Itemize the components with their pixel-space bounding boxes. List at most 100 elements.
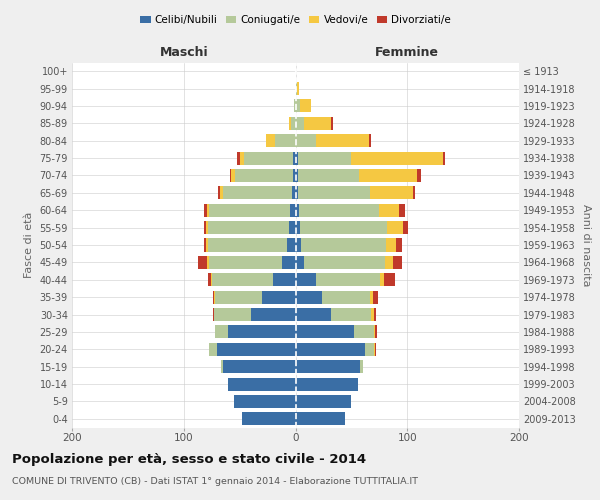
- Bar: [221, 360, 223, 373]
- Bar: [296, 186, 298, 200]
- Bar: [304, 117, 331, 130]
- Bar: [296, 412, 344, 426]
- Bar: [296, 343, 365, 356]
- Bar: [373, 290, 378, 304]
- Bar: [296, 395, 352, 408]
- Bar: [374, 343, 375, 356]
- Bar: [443, 152, 445, 164]
- Bar: [215, 326, 229, 338]
- Bar: [208, 221, 289, 234]
- Bar: [238, 152, 239, 164]
- Bar: [289, 221, 296, 234]
- Bar: [353, 326, 374, 338]
- Bar: [251, 308, 296, 321]
- Bar: [375, 326, 377, 338]
- Bar: [207, 204, 209, 217]
- Bar: [387, 221, 403, 234]
- Bar: [206, 221, 208, 234]
- Bar: [275, 134, 296, 147]
- Bar: [400, 204, 405, 217]
- Bar: [418, 169, 421, 182]
- Text: COMUNE DI TRIVENTO (CB) - Dati ISTAT 1° gennaio 2014 - Elaborazione TUTTITALIA.I: COMUNE DI TRIVENTO (CB) - Dati ISTAT 1° …: [12, 478, 418, 486]
- Bar: [298, 169, 359, 182]
- Bar: [298, 152, 352, 164]
- Bar: [214, 290, 215, 304]
- Bar: [213, 308, 214, 321]
- Bar: [214, 308, 251, 321]
- Bar: [229, 378, 296, 390]
- Bar: [204, 221, 206, 234]
- Bar: [370, 290, 373, 304]
- Bar: [204, 204, 207, 217]
- Bar: [379, 204, 400, 217]
- Bar: [292, 186, 296, 200]
- Bar: [291, 117, 296, 130]
- Bar: [293, 152, 296, 164]
- Bar: [293, 169, 296, 182]
- Bar: [299, 204, 379, 217]
- Bar: [403, 221, 409, 234]
- Bar: [296, 152, 298, 164]
- Bar: [374, 308, 376, 321]
- Bar: [295, 100, 296, 112]
- Bar: [206, 238, 208, 252]
- Bar: [209, 204, 290, 217]
- Bar: [359, 169, 418, 182]
- Bar: [380, 273, 384, 286]
- Bar: [300, 100, 311, 112]
- Bar: [296, 169, 298, 182]
- Bar: [374, 326, 375, 338]
- Bar: [296, 100, 300, 112]
- Bar: [352, 152, 443, 164]
- Bar: [365, 343, 374, 356]
- Bar: [296, 256, 304, 269]
- Bar: [242, 412, 296, 426]
- Bar: [384, 273, 395, 286]
- Bar: [413, 186, 415, 200]
- Bar: [290, 204, 296, 217]
- Bar: [209, 343, 217, 356]
- Bar: [296, 326, 353, 338]
- Bar: [209, 256, 282, 269]
- Bar: [223, 186, 292, 200]
- Bar: [361, 360, 362, 373]
- Bar: [296, 82, 299, 95]
- Bar: [211, 273, 212, 286]
- Bar: [223, 360, 296, 373]
- Bar: [213, 290, 214, 304]
- Bar: [208, 273, 211, 286]
- Bar: [369, 134, 371, 147]
- Bar: [370, 186, 413, 200]
- Y-axis label: Fasce di età: Fasce di età: [24, 212, 34, 278]
- Text: Popolazione per età, sesso e stato civile - 2014: Popolazione per età, sesso e stato civil…: [12, 452, 366, 466]
- Bar: [235, 169, 293, 182]
- Bar: [316, 273, 380, 286]
- Bar: [296, 273, 316, 286]
- Bar: [301, 238, 386, 252]
- Bar: [386, 238, 396, 252]
- Bar: [296, 378, 358, 390]
- Bar: [296, 117, 304, 130]
- Bar: [220, 186, 223, 200]
- Bar: [229, 326, 296, 338]
- Bar: [371, 308, 374, 321]
- Bar: [207, 256, 209, 269]
- Bar: [296, 360, 361, 373]
- Bar: [204, 238, 206, 252]
- Text: Femmine: Femmine: [375, 46, 439, 59]
- Bar: [215, 290, 262, 304]
- Bar: [239, 152, 244, 164]
- Bar: [217, 343, 296, 356]
- Bar: [262, 290, 296, 304]
- Bar: [296, 308, 331, 321]
- Bar: [198, 256, 207, 269]
- Bar: [282, 256, 296, 269]
- Bar: [273, 273, 296, 286]
- Text: Maschi: Maschi: [160, 46, 208, 59]
- Bar: [212, 273, 273, 286]
- Bar: [234, 395, 296, 408]
- Bar: [230, 169, 235, 182]
- Bar: [298, 186, 370, 200]
- Bar: [296, 221, 300, 234]
- Bar: [289, 117, 291, 130]
